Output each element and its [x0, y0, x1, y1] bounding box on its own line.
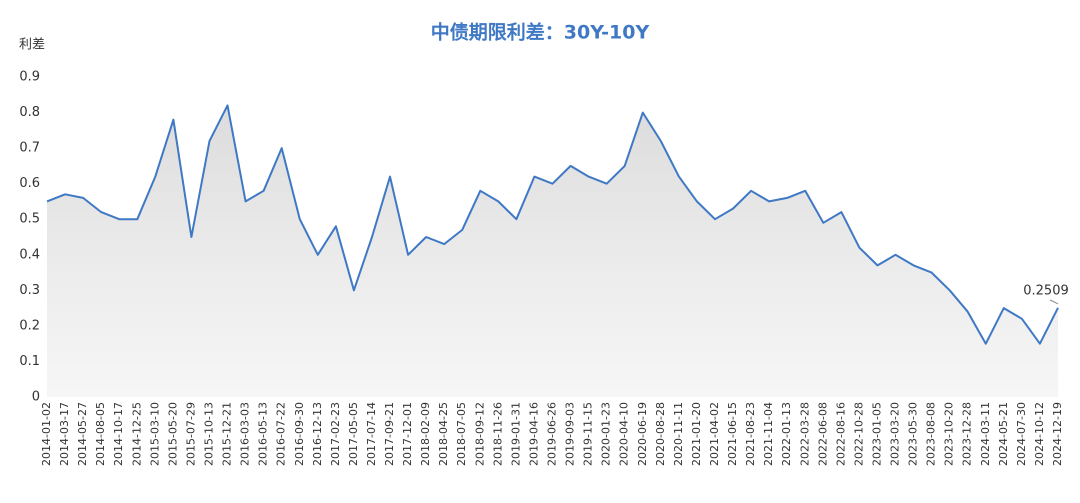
- x-tick-label: 2016-03-03: [239, 402, 252, 466]
- x-tick-label: 2023-03-20: [889, 402, 902, 466]
- y-tick-label: 0.4: [19, 247, 40, 262]
- x-tick-label: 2018-11-26: [491, 402, 504, 466]
- y-axis-label: 利差: [19, 38, 45, 53]
- x-tick-label: 2023-05-30: [907, 402, 920, 466]
- x-tick-label: 2015-12-21: [221, 402, 234, 466]
- x-tick-label: 2023-10-20: [943, 402, 956, 466]
- line: [46, 104, 1059, 345]
- x-tick-label: 2015-03-10: [148, 402, 161, 466]
- x-tick-label: 2020-04-10: [618, 402, 631, 466]
- x-tick-label: 2023-08-08: [925, 402, 938, 466]
- x-tick-label: 2019-04-16: [527, 402, 540, 466]
- x-tick-label: 2017-02-23: [329, 402, 342, 466]
- y-tick-label: 0.9: [19, 70, 40, 85]
- x-tick-label: 2024-03-11: [979, 402, 992, 466]
- x-tick-label: 2017-05-05: [347, 402, 360, 466]
- x-tick-label: 2022-03-28: [798, 402, 811, 466]
- x-tick-label: 2024-05-21: [997, 402, 1010, 466]
- x-tick-label: 2019-01-31: [509, 402, 522, 466]
- area: [47, 105, 1058, 398]
- x-tick-label: 2018-07-05: [455, 402, 468, 466]
- x-tick-label: 2022-08-16: [834, 402, 847, 466]
- x-tick-label: 2018-02-09: [419, 402, 432, 466]
- x-tick-label: 2016-09-30: [293, 402, 306, 466]
- x-tick-label: 2014-08-05: [94, 402, 107, 466]
- x-tick-label: 2015-07-29: [184, 402, 197, 466]
- x-tick-label: 2019-06-26: [546, 402, 559, 466]
- x-tick-label: 2019-11-15: [582, 402, 595, 466]
- x-tick-label: 2020-11-11: [672, 402, 685, 466]
- x-tick-label: 2016-12-13: [311, 402, 324, 466]
- y-tick-label: 0.3: [19, 283, 40, 298]
- y-tick-label: 0.5: [19, 212, 40, 227]
- x-tick-label: 2020-08-28: [654, 402, 667, 466]
- x-tick-label: 2014-12-25: [130, 402, 143, 466]
- x-tick-label: 2022-01-13: [780, 402, 793, 466]
- y-tick-label: 0.1: [19, 354, 40, 369]
- y-tick-label: 0.2: [19, 318, 40, 333]
- x-tick-label: 2017-09-21: [383, 402, 396, 466]
- x-tick-label: 2021-08-23: [744, 402, 757, 466]
- x-tick-label: 2021-11-04: [762, 402, 775, 466]
- x-tick-label: 2021-01-20: [690, 402, 703, 466]
- x-tick-label: 2017-12-01: [401, 402, 414, 466]
- x-tick-label: 2017-07-14: [365, 402, 378, 466]
- y-tick-label: 0.8: [19, 105, 40, 120]
- x-tick-label: 2015-10-13: [202, 402, 215, 466]
- x-tick-label: 2016-07-22: [275, 402, 288, 466]
- x-tick-label: 2023-01-05: [870, 402, 883, 466]
- chart-title: 中债期限利差：30Y-10Y: [431, 21, 650, 44]
- x-tick-label: 2024-10-12: [1033, 402, 1046, 466]
- x-tick-label: 2018-04-25: [437, 402, 450, 466]
- x-tick-label: 2016-05-13: [257, 402, 270, 466]
- x-tick-label: 2014-10-17: [112, 402, 125, 466]
- data-label: 0.2509: [1023, 284, 1069, 299]
- x-tick-label: 2021-06-15: [726, 402, 739, 466]
- x-tick-label: 2020-01-23: [600, 402, 613, 466]
- x-tick-label: 2021-04-02: [708, 402, 721, 466]
- x-tick-label: 2014-01-02: [40, 402, 53, 466]
- y-tick-label: 0: [32, 390, 40, 405]
- y-tick-label: 0.7: [19, 141, 40, 156]
- x-tick-label: 2014-03-17: [58, 402, 71, 466]
- x-tick-label: 2018-09-12: [473, 402, 486, 466]
- x-tick-label: 2019-09-03: [564, 402, 577, 466]
- x-tick-label: 2022-10-28: [852, 402, 865, 466]
- x-tick-label: 2020-06-19: [636, 402, 649, 466]
- x-tick-label: 2023-12-28: [961, 402, 974, 466]
- x-tick-label: 2015-05-20: [166, 402, 179, 466]
- x-tick-label: 2014-05-27: [76, 402, 89, 466]
- label-leader: [1049, 299, 1059, 305]
- x-tick-label: 2024-12-19: [1051, 402, 1064, 466]
- y-tick-label: 0.6: [19, 176, 40, 191]
- x-tick-label: 2022-06-08: [816, 402, 829, 466]
- x-tick-label: 2024-07-30: [1015, 402, 1028, 466]
